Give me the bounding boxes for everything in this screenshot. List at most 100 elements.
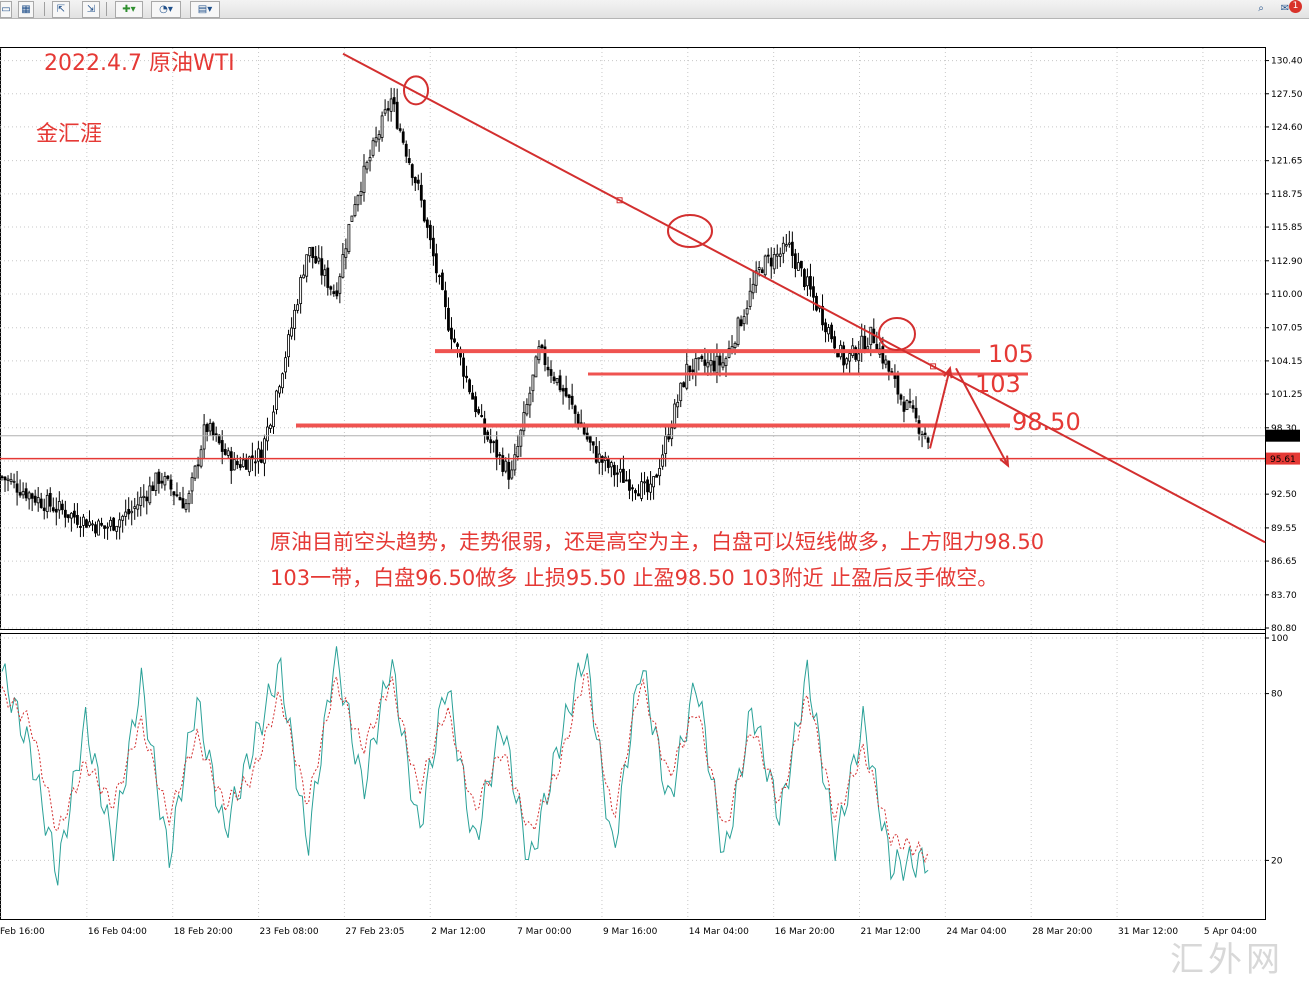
candle-body <box>133 506 137 509</box>
candle-body <box>489 439 493 444</box>
candle-body <box>438 275 441 278</box>
candle-body <box>905 400 909 411</box>
candle-body <box>347 223 351 253</box>
price-axis: 130.40 127.50 124.60 121.65 118.75 115.85 112.… <box>1265 57 1303 634</box>
time-tick-label: 27 Feb 23:05 <box>345 927 404 937</box>
candle-body <box>790 241 794 256</box>
price-tick-label: 89.55 <box>1271 524 1297 534</box>
price-tag-label: 95.61 <box>1270 455 1296 465</box>
clock-icon[interactable]: ◔▾ <box>151 1 181 18</box>
candle-body <box>528 392 532 406</box>
candle-body <box>812 286 815 298</box>
candle-body <box>278 386 281 394</box>
candle-body <box>676 401 680 408</box>
price-tag <box>1266 429 1300 442</box>
candle-body <box>63 509 67 518</box>
candle-body <box>477 409 481 414</box>
candle-body <box>827 327 830 335</box>
analysis-line-2: 103一带，白盘96.50做多 止损95.50 止盈98.50 103附近 止盈… <box>270 566 998 590</box>
candle-body <box>739 319 743 327</box>
candle-body <box>673 403 677 429</box>
price-tick-label: 127.50 <box>1271 90 1303 100</box>
candle-body <box>552 376 556 381</box>
candle-body <box>181 498 185 509</box>
candle-body <box>824 322 827 333</box>
candle-body <box>76 514 79 525</box>
horizontal-levels <box>0 349 1265 460</box>
candle-body <box>163 476 167 486</box>
candle-body <box>72 510 76 518</box>
candle-body <box>664 435 668 454</box>
candle-body <box>112 517 116 531</box>
candle-body <box>854 347 858 360</box>
candle-body <box>712 360 716 372</box>
candle-body <box>398 128 402 131</box>
add-indicator-icon[interactable]: ✚▾ <box>115 1 143 18</box>
candle-body <box>821 305 824 326</box>
candle-body <box>121 515 125 521</box>
candle-body <box>694 358 698 375</box>
chart-down-icon[interactable]: ⇲ <box>82 1 100 18</box>
oscillator-tick-label: 80 <box>1271 690 1283 700</box>
candle-body <box>899 394 903 400</box>
candle-body <box>350 215 354 222</box>
candle-body <box>88 521 91 526</box>
candle-body <box>51 507 55 512</box>
trendline-handle <box>616 197 623 204</box>
candle-body <box>178 497 182 501</box>
candle-body <box>591 441 595 446</box>
time-axis: Feb 16:00 16 Feb 04:00 18 Feb 20:00 23 Feb … <box>0 927 1257 937</box>
candle-body <box>257 448 260 462</box>
candle-body <box>567 394 571 398</box>
candle-body <box>184 503 188 510</box>
price-tick-label: 92.50 <box>1271 490 1297 500</box>
time-tick-label: 2 Mar 12:00 <box>431 927 486 937</box>
long-arrow-head <box>943 365 953 379</box>
candle-body <box>619 468 622 473</box>
candle-body <box>631 487 634 490</box>
template-icon[interactable]: ▤▾ <box>190 1 220 18</box>
chat-icon[interactable]: ✉ <box>1280 3 1290 14</box>
oscillator-panel-frame <box>0 633 1266 920</box>
candle-body <box>914 407 918 419</box>
candle-body <box>45 494 49 512</box>
candle-body <box>763 255 767 276</box>
chart-up-icon[interactable]: ⇱ <box>52 1 70 18</box>
candle-body <box>625 479 628 482</box>
candle-body <box>733 342 737 348</box>
time-tick-label: Feb 16:00 <box>0 927 45 937</box>
candle-body <box>588 436 592 443</box>
candle-body <box>148 485 152 504</box>
candle-body <box>296 304 300 311</box>
price-tick-label: 118.75 <box>1271 190 1303 200</box>
candle-body <box>806 276 809 287</box>
candle-body <box>130 510 134 514</box>
candle-body <box>760 269 764 274</box>
short-arrow-head <box>999 455 1010 468</box>
price-tick-label: 115.85 <box>1271 223 1303 233</box>
candle-body <box>305 254 309 277</box>
time-tick-label: 9 Mar 16:00 <box>603 927 658 937</box>
candle-body <box>516 446 520 457</box>
candle-body <box>299 277 303 305</box>
resistance-trendline <box>342 52 1266 544</box>
candle-body <box>260 449 263 463</box>
candle-body <box>637 493 640 497</box>
grid-icon[interactable]: ▦ <box>18 1 34 18</box>
candle-body <box>622 468 625 483</box>
price-chart-svg: 130.40 127.50 124.60 121.65 118.75 115.85 112.… <box>0 47 1303 937</box>
candle-body <box>290 327 293 337</box>
candle-body <box>513 454 517 471</box>
candle-body <box>800 260 803 269</box>
candle-body <box>594 446 598 463</box>
candle-body <box>308 247 312 257</box>
search-icon[interactable]: ⌕ <box>1258 3 1264 14</box>
folder-icon[interactable]: ▭ <box>0 1 12 18</box>
candle-body <box>465 375 468 379</box>
candle-body <box>643 481 646 484</box>
candle-body <box>395 101 399 129</box>
candle-body <box>842 345 846 366</box>
main-grid <box>0 48 1265 919</box>
price-tick-label: 80.80 <box>1271 624 1297 634</box>
candle-body <box>748 290 752 307</box>
